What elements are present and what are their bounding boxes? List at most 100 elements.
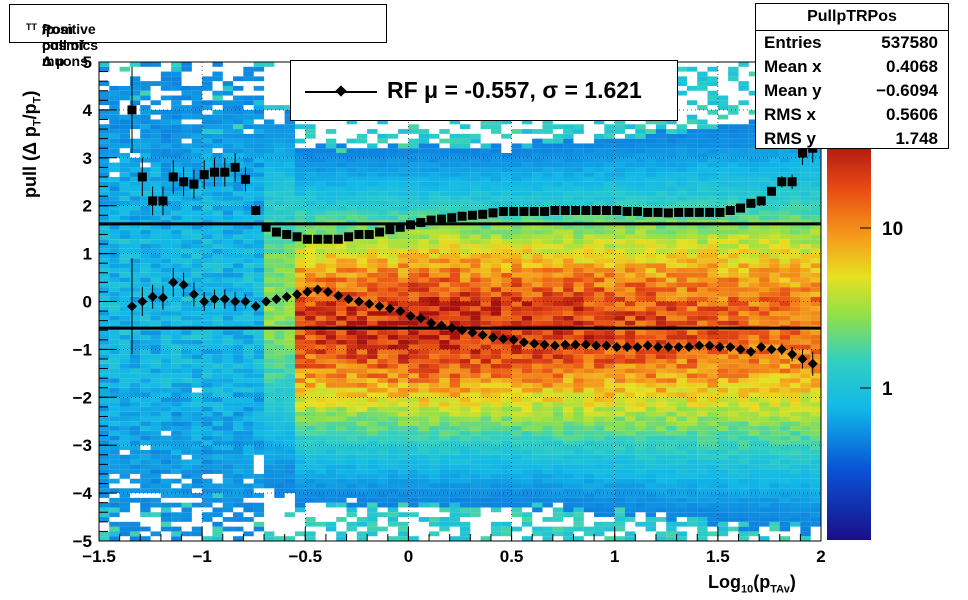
data-point-square xyxy=(674,207,684,217)
data-point-square xyxy=(684,207,694,217)
data-point-square xyxy=(787,177,797,187)
stats-row: RMS x 0.5606 xyxy=(756,103,948,127)
data-point-square xyxy=(694,207,704,217)
data-point-square xyxy=(189,179,199,189)
data-point-diamond xyxy=(147,291,158,302)
data-point-square xyxy=(210,167,220,177)
data-point-diamond xyxy=(415,313,426,324)
data-point-square xyxy=(302,234,312,244)
data-point-square xyxy=(601,205,611,215)
data-point-diamond xyxy=(333,290,344,301)
data-point-diamond xyxy=(601,340,612,351)
legend-text: RF μ = -0.557, σ = 1.621 xyxy=(387,77,642,103)
data-point-diamond xyxy=(745,346,756,357)
x-tick-label: 1.5 xyxy=(706,547,730,566)
data-point-square xyxy=(478,209,488,219)
data-point-square xyxy=(426,215,436,225)
y-tick-label: 0 xyxy=(83,293,92,312)
data-point-diamond xyxy=(302,286,313,297)
z-tick-label: 10 xyxy=(882,219,903,240)
data-point-diamond xyxy=(343,294,354,305)
stats-value: 1.748 xyxy=(895,129,938,148)
data-point-diamond xyxy=(591,340,602,351)
z-tick-label: 1 xyxy=(882,379,893,400)
data-point-diamond xyxy=(725,342,736,353)
data-point-diamond xyxy=(209,294,220,305)
data-point-square xyxy=(622,206,632,216)
x-tick-label: 2 xyxy=(816,547,825,566)
x-tick-label: −0.5 xyxy=(289,547,323,566)
stats-value: 537580 xyxy=(881,33,938,52)
data-point-square xyxy=(158,196,168,206)
data-point-diamond xyxy=(137,296,148,307)
data-point-diamond xyxy=(168,277,179,288)
data-point-square xyxy=(313,234,323,244)
data-point-diamond xyxy=(653,342,664,353)
data-point-square xyxy=(560,205,570,215)
data-point-square xyxy=(220,167,230,177)
stats-label: Mean y xyxy=(764,81,822,100)
data-point-diamond xyxy=(446,322,457,333)
data-point-square xyxy=(498,206,508,216)
data-point-square xyxy=(137,172,147,182)
stats-label: RMS y xyxy=(764,129,816,148)
data-point-diamond xyxy=(322,286,333,297)
data-point-diamond xyxy=(312,284,323,295)
data-point-square xyxy=(571,205,581,215)
data-point-square xyxy=(632,206,642,216)
data-point-diamond xyxy=(250,301,261,312)
data-point-square xyxy=(395,222,405,232)
data-point-diamond xyxy=(622,342,633,353)
y-tick-label: 2 xyxy=(83,197,92,216)
data-point-diamond xyxy=(271,294,282,305)
data-point-diamond xyxy=(384,303,395,314)
x-axis-label: Log10(pTAv) xyxy=(708,572,796,596)
data-point-square xyxy=(591,205,601,215)
y-tick-label: −3 xyxy=(73,436,92,455)
data-point-square xyxy=(168,172,178,182)
data-point-diamond xyxy=(292,289,303,300)
data-point-diamond xyxy=(580,339,591,350)
data-point-square xyxy=(746,198,756,208)
x-tick-label: 1 xyxy=(610,547,619,566)
data-point-square xyxy=(179,177,189,187)
data-point-diamond xyxy=(787,349,798,360)
data-point-diamond xyxy=(395,306,406,317)
stats-row: Mean y −0.6094 xyxy=(756,79,948,103)
profile-series xyxy=(127,66,818,376)
data-point-diamond xyxy=(498,333,509,344)
data-point-square xyxy=(777,177,787,187)
data-point-square xyxy=(550,205,560,215)
data-point-diamond xyxy=(374,301,385,312)
y-tick-label: −5 xyxy=(73,532,92,551)
data-point-diamond xyxy=(694,340,705,351)
data-point-diamond xyxy=(364,298,375,309)
data-point-diamond xyxy=(683,342,694,353)
y-tick-label: 3 xyxy=(83,149,92,168)
x-axis: −1.5 −1 −0.5 0 0.5 1 1.5 2 xyxy=(82,527,826,566)
data-point-square xyxy=(251,205,261,215)
data-point-diamond xyxy=(570,339,581,350)
data-point-square xyxy=(488,208,498,218)
data-point-square xyxy=(240,174,250,184)
stats-label: RMS x xyxy=(764,105,816,124)
data-point-diamond xyxy=(663,342,674,353)
data-point-square xyxy=(436,214,446,224)
data-point-diamond xyxy=(188,289,199,300)
data-point-square xyxy=(375,227,385,237)
x-tick-label: −1 xyxy=(192,547,211,566)
data-point-diamond xyxy=(457,325,468,336)
data-point-diamond xyxy=(756,342,767,353)
data-point-diamond xyxy=(673,342,684,353)
data-point-diamond xyxy=(436,320,447,331)
x-tick-label: −1.5 xyxy=(82,547,116,566)
data-point-square xyxy=(736,203,746,213)
data-point-diamond xyxy=(714,342,725,353)
data-point-square xyxy=(261,222,271,232)
data-point-square xyxy=(756,196,766,206)
data-point-square xyxy=(797,148,807,158)
data-point-square xyxy=(457,211,467,221)
data-point-diamond xyxy=(735,344,746,355)
data-point-square xyxy=(467,210,477,220)
y-tick-label: 1 xyxy=(83,245,92,264)
